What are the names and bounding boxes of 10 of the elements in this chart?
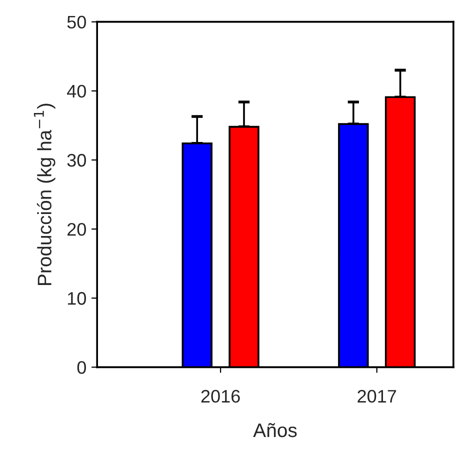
y-tick-label: 50 <box>67 16 86 29</box>
y-tick-label: 0 <box>77 361 86 374</box>
y-tick-label: 30 <box>67 154 86 167</box>
y-axis-title: Producción (kg ha$^{−1}$) <box>34 104 56 285</box>
y-tick-label: 40 <box>67 84 86 98</box>
y-tick-label: 20 <box>68 222 86 236</box>
x-tick-label: 2017 <box>358 390 396 403</box>
x-axis-title: Años <box>253 423 297 438</box>
x-tick-label: 2016 <box>201 390 240 403</box>
y-tick-label: 10 <box>68 292 86 305</box>
